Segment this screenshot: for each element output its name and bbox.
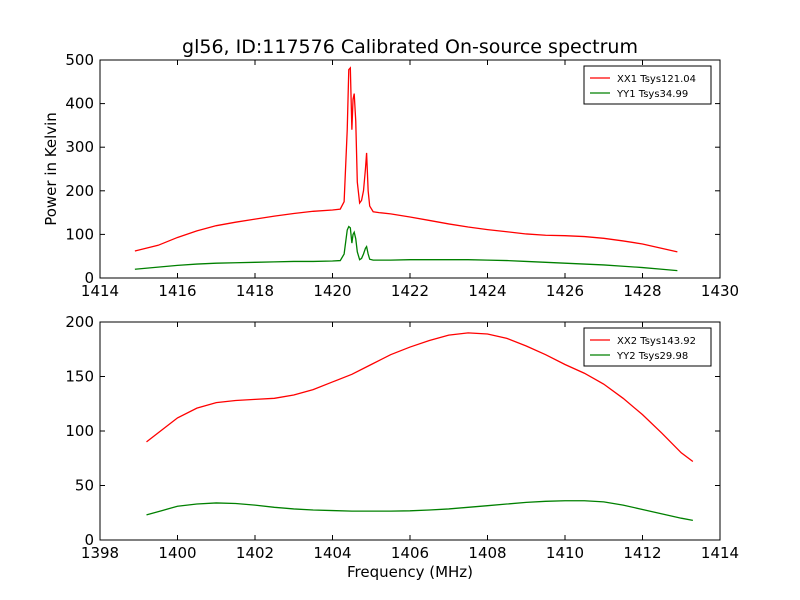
top-x-tick-label: 1420 — [313, 282, 351, 300]
bottom-y-tick-label: 150 — [65, 368, 94, 386]
bottom-x-tick-label: 1408 — [468, 544, 506, 562]
top-y-tick-label: 400 — [65, 95, 94, 113]
top-x-tick-label: 1428 — [623, 282, 661, 300]
top-y-tick-label: 500 — [65, 51, 94, 69]
x-axis-label: Frequency (MHz) — [347, 563, 473, 581]
top-legend-entry: YY1 Tsys34.99 — [616, 89, 688, 100]
y-axis-label: Power in Kelvin — [42, 112, 60, 226]
top-x-tick-label: 1430 — [701, 282, 739, 300]
top-series-line-green — [134, 225, 678, 272]
top-legend-entry: XX1 Tsys121.04 — [617, 74, 696, 85]
bottom-x-tick-label: 1398 — [81, 544, 119, 562]
bottom-y-tick-label: 50 — [75, 477, 94, 495]
bottom-x-tick-label: 1400 — [158, 544, 196, 562]
top-series-line-red — [134, 66, 678, 253]
bottom-x-tick-label: 1402 — [236, 544, 274, 562]
bottom-x-tick-label: 1406 — [391, 544, 429, 562]
top-y-tick-label: 200 — [65, 182, 94, 200]
bottom-x-tick-label: 1410 — [546, 544, 584, 562]
bottom-legend: XX2 Tsys143.92 YY2 Tsys29.98 — [583, 327, 712, 367]
top-legend: XX1 Tsys121.04 YY1 Tsys34.99 — [583, 65, 712, 105]
top-x-tick-label: 1418 — [236, 282, 274, 300]
top-legend-box — [583, 65, 712, 105]
bottom-legend-box — [583, 327, 712, 367]
bottom-y-tick-label: 0 — [84, 531, 94, 549]
bottom-x-tick-label: 1412 — [623, 544, 661, 562]
top-x-tick-label: 1424 — [468, 282, 506, 300]
top-y-tick-label: 300 — [65, 138, 94, 156]
bottom-y-tick-label: 200 — [65, 313, 94, 331]
top-x-tick-label: 1422 — [391, 282, 429, 300]
bottom-x-tick-label: 1404 — [313, 544, 351, 562]
top-y-tick-label: 0 — [84, 269, 94, 287]
bottom-series-line-red — [146, 332, 694, 463]
chart-title: gl56, ID:117576 Calibrated On-source spe… — [182, 36, 638, 58]
top-panel: 1414 1416 1418 1420 1422 1424 1426 1428 1430 0 100… — [65, 51, 739, 300]
bottom-panel: 1398 1400 1402 1404 1406 1408 1410 1412 1414 0 50 1… — [65, 313, 739, 562]
top-y-tick-label: 100 — [65, 225, 94, 243]
bottom-series-line-green — [146, 500, 693, 522]
top-x-tick-label: 1414 — [81, 282, 119, 300]
top-x-tick-label: 1426 — [546, 282, 584, 300]
bottom-y-tick-label: 100 — [65, 422, 94, 440]
bottom-legend-entry: XX2 Tsys143.92 — [617, 336, 696, 347]
top-x-tick-label: 1416 — [158, 282, 196, 300]
bottom-x-tick-label: 1414 — [701, 544, 739, 562]
bottom-legend-entry: YY2 Tsys29.98 — [616, 351, 688, 362]
